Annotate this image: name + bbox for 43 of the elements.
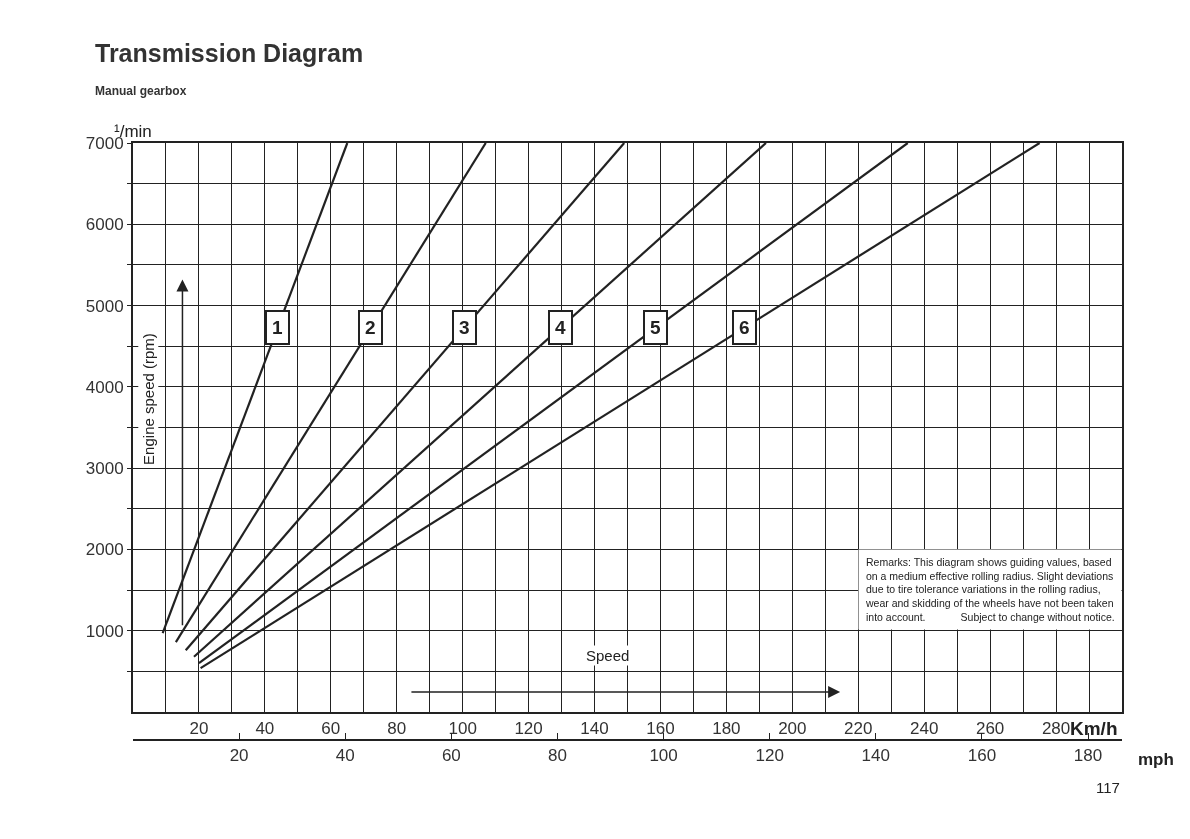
- x2-tick-label: 20: [229, 746, 249, 766]
- x-tick-label: 80: [387, 719, 407, 739]
- annotation: Engine speed (rpm): [139, 333, 157, 465]
- x-tick-label: 240: [910, 719, 939, 739]
- y-tick-label: 1000: [85, 621, 124, 641]
- chart-title: Transmission Diagram: [95, 39, 364, 67]
- x2-tick-label: 160: [967, 746, 997, 766]
- x-tick-label: 120: [514, 719, 543, 739]
- series-label: 5: [650, 317, 661, 338]
- x-tick-label: 180: [712, 719, 741, 739]
- series-label: 1: [272, 317, 283, 338]
- x2-tick-label: 80: [548, 746, 567, 766]
- x-tick-label: 140: [580, 719, 609, 739]
- x2-tick-label: 120: [755, 746, 784, 766]
- x-tick-label: 60: [321, 719, 341, 739]
- y-tick-label: 2000: [85, 540, 124, 560]
- x-tick-label: 200: [778, 719, 807, 739]
- series-label: 6: [739, 317, 750, 338]
- x-tick-label: 100: [448, 719, 477, 739]
- x2-tick-label: 140: [861, 746, 890, 766]
- x-tick-label: 40: [255, 719, 275, 739]
- x-tick-label: 220: [844, 719, 873, 739]
- x2-tick-label: 180: [1073, 746, 1103, 766]
- x-tick-label: 160: [646, 719, 675, 739]
- x2-tick-label: 60: [441, 746, 461, 766]
- text: 117: [1096, 779, 1120, 796]
- x-tick-label: 20: [189, 719, 209, 739]
- y-tick-label: 3000: [85, 459, 124, 479]
- y-tick-label: 5000: [85, 296, 124, 316]
- x2-tick-label: 40: [335, 746, 355, 766]
- annotation: Speed: [586, 647, 630, 664]
- x-axis-title: Km/h: [1070, 718, 1118, 739]
- annotation: Remarks: This diagram shows guiding values, based on a medium effective rolling radius. Slight deviations due to tire tolerance variations in the rolling radius, wear and skidding of the wheels have not been taken into account. Subject to change without notice.: [865, 556, 1115, 623]
- x-tick-label: 280: [1041, 719, 1071, 739]
- x2-axis-title: mph: [1138, 750, 1174, 769]
- y-tick-label: 4000: [85, 377, 124, 397]
- series-label: 3: [459, 317, 470, 338]
- series-label: 2: [365, 317, 376, 338]
- chart-subtitle: Manual gearbox: [95, 83, 187, 98]
- y-tick-label: 6000: [85, 215, 124, 235]
- x2-tick-label: 100: [649, 746, 678, 766]
- series-label: 4: [555, 317, 566, 338]
- x-tick-label: 260: [975, 719, 1005, 739]
